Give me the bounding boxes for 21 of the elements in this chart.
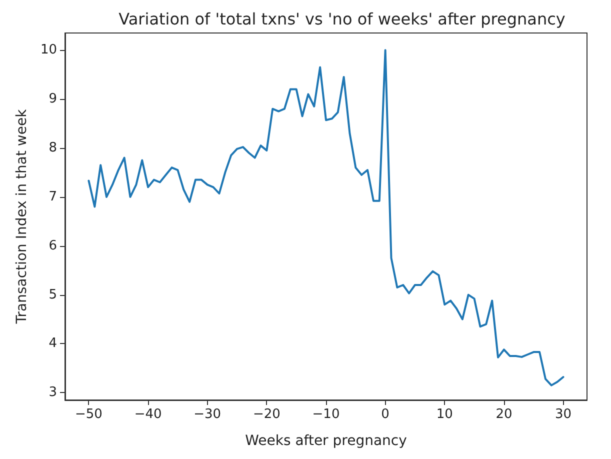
y-tick-label: 4 xyxy=(48,336,57,352)
x-tick-label: −20 xyxy=(252,407,280,422)
x-tick-label: −10 xyxy=(312,407,340,422)
x-tick-label: −40 xyxy=(134,407,162,422)
x-tick-label: −30 xyxy=(194,407,222,422)
y-tick-label: 3 xyxy=(48,385,57,400)
x-tick-label: 10 xyxy=(436,407,453,422)
y-tick-label: 7 xyxy=(48,189,57,204)
y-tick-label: 10 xyxy=(40,42,57,58)
y-tick-label: 6 xyxy=(48,238,57,254)
x-tick-label: 30 xyxy=(555,407,572,422)
line-series xyxy=(88,49,564,386)
y-axis-title: Transaction Index in that week xyxy=(14,108,30,325)
y-tick-label: 9 xyxy=(48,92,57,107)
x-tick-label: 0 xyxy=(381,407,390,422)
x-axis-title: Weeks after pregnancy xyxy=(245,433,407,449)
chart-title: Variation of 'total txns' vs 'no of weeks' after pregnancy xyxy=(118,10,566,28)
y-tick-label: 8 xyxy=(48,140,57,156)
y-tick-label: 5 xyxy=(48,287,57,302)
x-tick-label: −50 xyxy=(75,407,102,422)
x-tick-label: 20 xyxy=(496,407,512,422)
